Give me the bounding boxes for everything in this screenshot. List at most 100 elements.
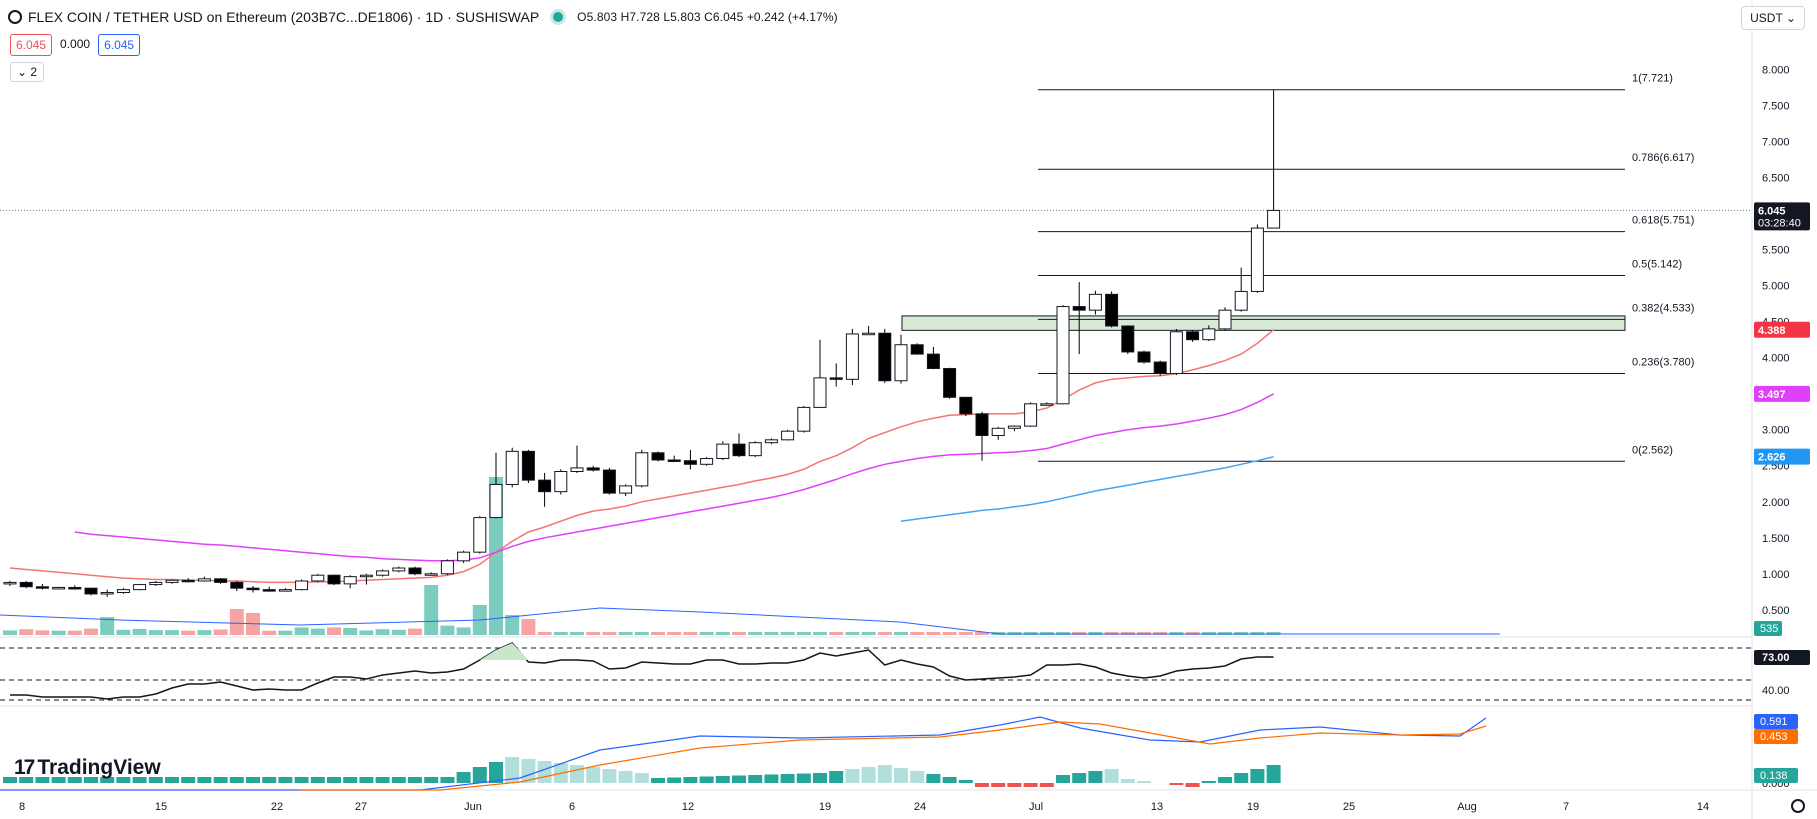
volume-badge-label: 535 [1760, 623, 1778, 635]
macd-histogram-bar [991, 783, 1006, 787]
candle-body [619, 485, 633, 494]
macd-histogram-bar [100, 777, 115, 783]
macd-histogram-bar [246, 777, 260, 783]
macd-histogram-bar [310, 777, 325, 783]
candle-body [943, 368, 957, 398]
volume-bar [732, 632, 746, 635]
price-badge-label: 3.497 [1758, 389, 1786, 401]
y-tick-label: 7.000 [1762, 137, 1790, 149]
volume-bar [3, 630, 17, 635]
macd-badge-label: 0.591 [1760, 716, 1788, 728]
x-tick-label: 8 [19, 801, 25, 813]
macd-histogram-bar [148, 777, 163, 783]
candle-body [1202, 328, 1216, 341]
price-badge [1754, 448, 1810, 465]
candle-body [1153, 361, 1167, 375]
collapse-indicators-button[interactable]: ⌄ 2 [10, 62, 45, 82]
candle-body [376, 570, 390, 576]
tradingview-logo[interactable]: 17 TradingView [14, 756, 161, 779]
macd-histogram-bar [667, 777, 682, 783]
macd-histogram-bar [586, 767, 601, 783]
volume-bar [910, 632, 925, 635]
x-tick-label: 19 [819, 801, 831, 813]
macd-histogram-bar [1120, 779, 1135, 783]
price-badge-label: 4.388 [1758, 325, 1786, 337]
volume-bar [570, 632, 584, 635]
y-tick-label: 5.000 [1762, 281, 1790, 293]
candle-body [84, 587, 98, 595]
fib-label: 0.382(4.533) [1632, 302, 1694, 314]
gear-icon[interactable] [1791, 799, 1805, 813]
volume-bar [213, 629, 228, 635]
currency-label: USDT [1750, 11, 1783, 25]
candle-body [149, 581, 163, 586]
candle-body [716, 443, 730, 460]
symbol-title[interactable]: FLEX COIN / TETHER USD on Ethereum (203B… [28, 9, 540, 25]
candle-body [845, 333, 859, 380]
macd-histogram-bar [651, 778, 665, 783]
y-tick-label: 4.000 [1762, 353, 1790, 365]
candle-body [262, 589, 276, 592]
candle-body [3, 581, 17, 585]
price-badge [1754, 385, 1810, 402]
macd-histogram-bar [602, 769, 617, 783]
volume-bar [262, 630, 277, 635]
rsi-overbought-fill [479, 643, 529, 660]
candle-body [521, 450, 535, 481]
candle-body [1169, 331, 1183, 375]
price-badge-label: 2.626 [1758, 452, 1786, 464]
macd-histogram-bar [1169, 783, 1184, 785]
candle-body [408, 567, 422, 575]
macd-histogram-bar [861, 767, 876, 783]
tradingview-mark-icon: 17 [14, 756, 35, 779]
volume-bar [651, 632, 665, 635]
candle-body [862, 332, 876, 336]
fib-label: 0.5(5.142) [1632, 258, 1682, 270]
candle-body [1024, 403, 1038, 427]
macd-histogram-bar [1137, 781, 1151, 783]
indicator-value-2: 0.000 [60, 37, 91, 51]
candle-body [1056, 306, 1070, 405]
x-tick-label: 12 [682, 801, 694, 813]
candle-body [635, 452, 649, 487]
volume-bar [229, 609, 244, 635]
volume-bar [294, 627, 309, 635]
currency-select[interactable]: USDT ⌄ [1741, 6, 1805, 30]
macd-histogram-bar [359, 777, 374, 783]
x-tick-label: 15 [155, 801, 167, 813]
candle-body [116, 589, 130, 594]
volume-bar [278, 630, 293, 635]
candle-body [505, 450, 519, 485]
volume-bar [132, 628, 147, 635]
x-tick-label: Jun [464, 801, 482, 813]
volume-bar [51, 630, 66, 635]
macd-histogram-bar [829, 771, 844, 783]
volume-bar [537, 632, 552, 635]
fib-label: 0.236(3.780) [1632, 357, 1694, 369]
macd-badge-label: 0.453 [1760, 731, 1788, 743]
candle-body [359, 574, 373, 578]
volume-bar [35, 630, 50, 635]
ma-magenta-line [74, 393, 1274, 562]
volume-bar [618, 632, 633, 635]
macd-histogram-bar [748, 775, 763, 783]
macd-histogram-bar [294, 777, 309, 783]
macd-badge [1754, 768, 1798, 783]
candle-body [100, 592, 114, 595]
macd-histogram-bar [1218, 777, 1232, 783]
indicator-count: 2 [30, 65, 38, 79]
volume-bar [748, 632, 763, 635]
candle-body [1250, 227, 1264, 292]
macd-histogram-bar [1007, 783, 1022, 787]
chevron-down-icon: ⌄ [1785, 11, 1796, 25]
volume-bar [975, 632, 989, 635]
price-badge-label: 6.045 [1758, 205, 1786, 217]
macd-histogram-bar [1023, 783, 1038, 787]
volume-bar [942, 632, 957, 635]
candle-body [570, 467, 584, 473]
candle-body [959, 396, 973, 415]
candle-body [246, 587, 260, 591]
volume-bar [359, 630, 374, 635]
candle-body [327, 574, 341, 585]
